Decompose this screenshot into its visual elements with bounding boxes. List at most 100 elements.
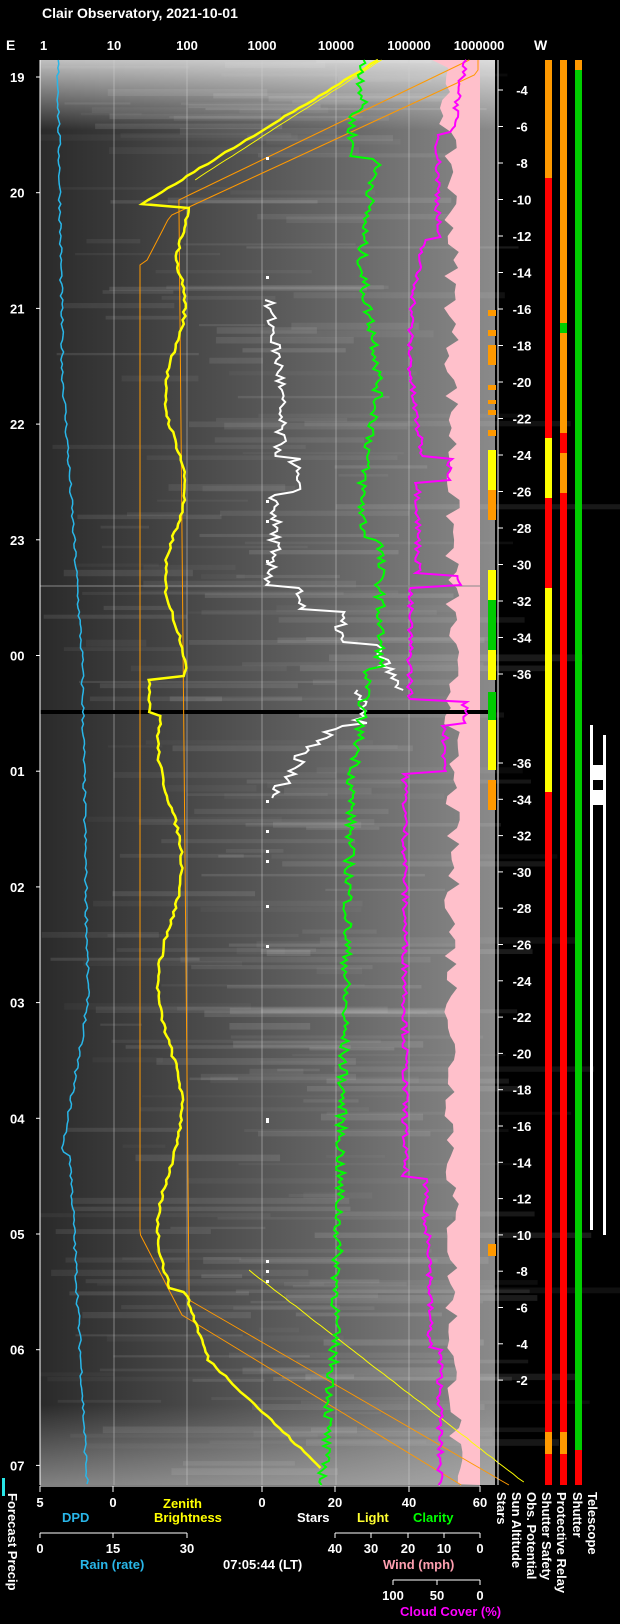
- streak: [52, 444, 306, 449]
- status-segment: [560, 1432, 567, 1454]
- rain-label: Rain (rate): [80, 1557, 144, 1572]
- streak: [282, 1374, 355, 1379]
- streak: [57, 187, 232, 190]
- streak: [242, 1367, 471, 1375]
- streak: [125, 1045, 351, 1049]
- sun-tick-label: -10: [513, 1228, 532, 1243]
- time-tick-label: 19: [10, 70, 24, 85]
- cloud-tick-label: 50: [430, 1588, 444, 1603]
- cloud-tick-label: 0: [476, 1588, 483, 1603]
- streak: [238, 1163, 526, 1166]
- sun-tick-label: -16: [513, 302, 532, 317]
- sun-tick-label: -2: [516, 1373, 528, 1388]
- status-segment: [545, 1432, 552, 1454]
- streak: [99, 1368, 308, 1372]
- status-segment: [560, 98, 567, 323]
- streak: [108, 745, 162, 747]
- sun-tick-label: -26: [513, 485, 532, 500]
- status-segment: [545, 178, 552, 418]
- streak: [243, 452, 404, 454]
- rain-tick-label: 0: [36, 1541, 43, 1556]
- streak: [86, 238, 141, 244]
- sun-tick-label: -20: [513, 1046, 532, 1061]
- streak: [172, 745, 413, 752]
- streak: [277, 1068, 320, 1072]
- stars-block: [488, 330, 496, 336]
- sun-tick-label: -6: [516, 120, 528, 135]
- sun-tick-label: -34: [513, 631, 533, 646]
- streak: [216, 327, 317, 334]
- status-segment: [545, 692, 552, 792]
- streak: [260, 1367, 471, 1373]
- vertical-labels: Stars Sun Altitude Obs. Potential Shutter S…: [494, 1492, 600, 1594]
- star-point: [266, 520, 269, 523]
- streak: [82, 1311, 251, 1319]
- top-tick-label: 100000: [387, 38, 430, 53]
- streak: [201, 610, 437, 615]
- streak: [83, 961, 243, 967]
- streak: [123, 1145, 166, 1148]
- stars-block: [488, 385, 496, 390]
- stars-block: [488, 780, 496, 810]
- sun-tick-label: -32: [513, 594, 532, 609]
- streak: [109, 286, 367, 291]
- streak: [140, 590, 399, 595]
- stars-block: [488, 600, 496, 650]
- sun-tick-label: -16: [513, 1119, 532, 1134]
- streak: [201, 1274, 243, 1279]
- streak: [109, 147, 360, 155]
- status-segment: [545, 438, 552, 498]
- time-tick-label: 02: [10, 880, 24, 895]
- time-readout: 07:05:44 (LT): [223, 1557, 302, 1572]
- streak: [319, 937, 577, 944]
- status-segment: [575, 1465, 582, 1485]
- streak: [271, 854, 558, 859]
- streak: [247, 135, 393, 142]
- streak: [306, 1085, 522, 1092]
- streak: [296, 1359, 529, 1364]
- streak: [338, 474, 389, 477]
- streak: [298, 712, 505, 718]
- top-tick-label: 1000000: [454, 38, 505, 53]
- sun-tick-label: -26: [513, 938, 532, 953]
- streak: [170, 1226, 266, 1230]
- bottom-tick-label: 20: [328, 1495, 342, 1510]
- streak: [233, 1041, 424, 1048]
- stars-block: [488, 400, 496, 404]
- status-segment: [560, 323, 567, 333]
- streak: [113, 1355, 310, 1358]
- streak: [236, 574, 340, 579]
- streak: [205, 698, 418, 701]
- series-stars: [262, 299, 404, 691]
- cloud-tick-label: 100: [382, 1588, 404, 1603]
- streak: [161, 984, 365, 987]
- streak: [237, 395, 390, 399]
- stars-block: [488, 720, 496, 770]
- streak: [312, 679, 471, 686]
- stars-label: Stars: [297, 1510, 330, 1525]
- streak: [295, 1312, 442, 1317]
- streak: [224, 422, 408, 430]
- streak: [334, 1011, 427, 1014]
- streak: [97, 1282, 325, 1286]
- top-tick-label: 1000: [248, 38, 277, 53]
- streak: [179, 127, 336, 135]
- streak: [338, 744, 398, 749]
- status-segment: [545, 498, 552, 588]
- streak: [122, 1257, 242, 1260]
- wind-tick-label: 20: [401, 1541, 415, 1556]
- stars-points: [266, 157, 269, 1283]
- streak: [194, 808, 389, 814]
- star-point: [266, 905, 269, 908]
- star-point: [266, 157, 269, 160]
- star-point: [266, 860, 269, 863]
- streak: [273, 1376, 512, 1381]
- streak: [282, 861, 546, 867]
- streak: [203, 1256, 489, 1264]
- rain-tick-label: 15: [106, 1541, 120, 1556]
- streak: [161, 839, 356, 844]
- sun-tick-label: -8: [516, 156, 528, 171]
- sun-tick-label: -8: [516, 1264, 528, 1279]
- stars-block: [488, 410, 496, 415]
- streak: [246, 246, 519, 249]
